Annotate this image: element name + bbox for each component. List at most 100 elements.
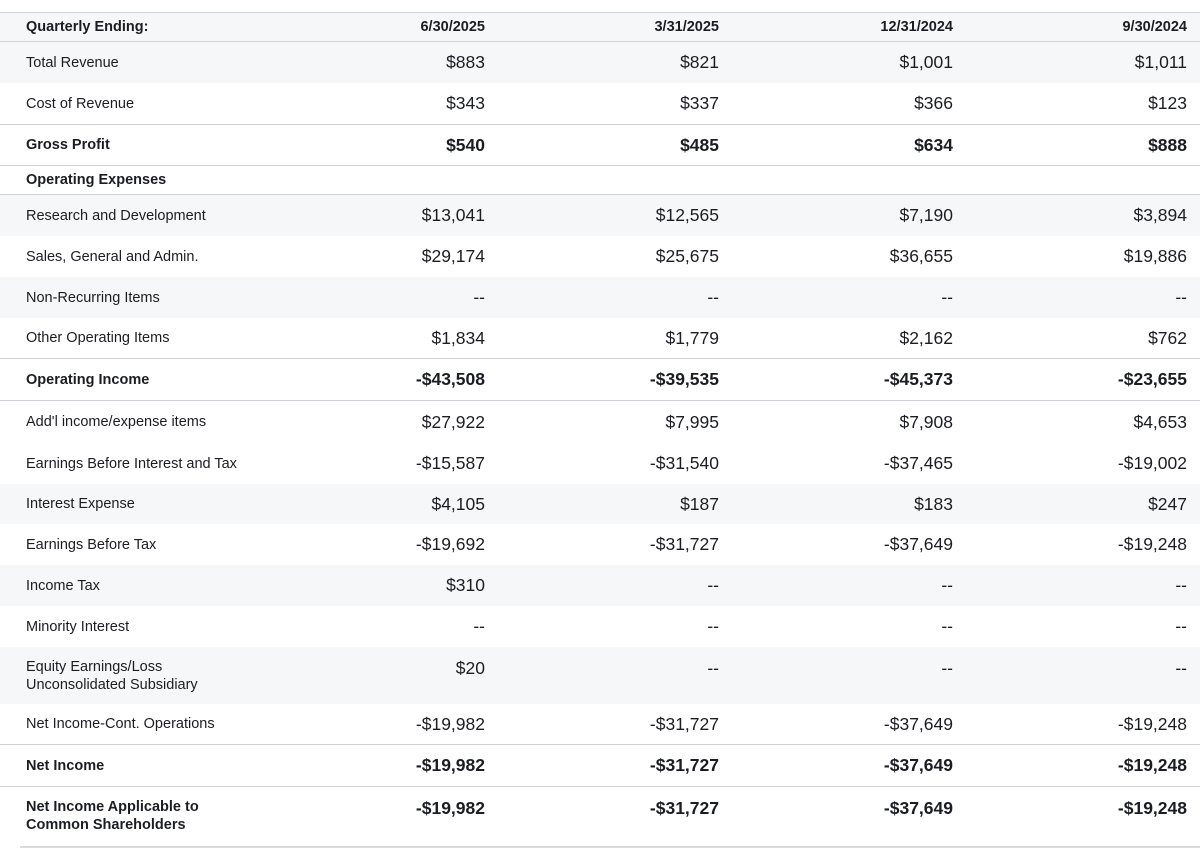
row-value: -- — [1175, 616, 1187, 636]
row-value: -$19,248 — [1117, 798, 1187, 818]
table-row: Earnings Before Tax -$19,692 -$31,727 -$… — [0, 524, 1200, 565]
period-header: 6/30/2025 — [420, 19, 485, 35]
row-label: Other Operating Items — [26, 330, 170, 346]
row-value: $20 — [455, 658, 485, 678]
row-label: Net Income Applicable to Common Sharehol… — [26, 799, 199, 833]
row-value: -$31,540 — [649, 453, 719, 473]
table-row: Other Operating Items $1,834 $1,779 $2,1… — [0, 318, 1200, 359]
row-value: -$45,373 — [883, 369, 953, 389]
row-value: -$37,465 — [883, 453, 953, 473]
row-label: Earnings Before Tax — [26, 536, 157, 553]
row-value: $27,922 — [421, 411, 485, 432]
row-label: Interest Expense — [26, 496, 135, 512]
row-value: $7,190 — [899, 205, 953, 225]
table-row: Equity Earnings/Loss Unconsolidated Subs… — [0, 647, 1200, 704]
table-row: Income Tax $310 -- -- -- — [0, 565, 1200, 606]
row-label: Income Tax — [26, 577, 100, 594]
section-header-row: Operating Expenses — [0, 166, 1200, 195]
row-value: -$39,535 — [649, 369, 719, 389]
row-value: $123 — [1148, 93, 1187, 113]
row-value: -- — [1175, 287, 1187, 307]
table-row: Net Income -$19,982 -$31,727 -$37,649 -$… — [0, 745, 1200, 787]
row-value: -$43,508 — [415, 369, 485, 389]
table-bottom-divider — [20, 846, 1200, 848]
row-label: Equity Earnings/Loss Unconsolidated Subs… — [26, 659, 198, 693]
row-value: $343 — [446, 93, 485, 113]
row-label: Total Revenue — [26, 54, 119, 71]
row-value: $25,675 — [655, 246, 719, 266]
row-value: $7,995 — [665, 411, 719, 432]
table-row: Minority Interest -- -- -- -- — [0, 606, 1200, 647]
row-label: Cost of Revenue — [26, 95, 135, 112]
row-value: -$19,982 — [415, 798, 485, 818]
row-value: -$19,248 — [1117, 755, 1187, 775]
row-value: $29,174 — [421, 246, 485, 266]
row-value: -- — [473, 616, 485, 636]
row-value: -- — [473, 287, 485, 307]
row-value: -$23,655 — [1117, 369, 1187, 389]
row-value: -$19,248 — [1117, 713, 1187, 734]
row-value: -- — [707, 616, 719, 636]
row-value: $12,565 — [655, 205, 719, 225]
row-value: $36,655 — [889, 246, 953, 266]
row-value: $2,162 — [899, 327, 953, 348]
row-value: $821 — [680, 52, 719, 72]
row-value: -- — [941, 658, 953, 678]
row-label: Non-Recurring Items — [26, 289, 160, 306]
table-row: Gross Profit $540 $485 $634 $888 — [0, 125, 1200, 166]
row-label: Research and Development — [26, 207, 206, 224]
row-value: -$31,727 — [649, 534, 719, 554]
row-value: $762 — [1148, 327, 1187, 348]
row-value: $1,011 — [1134, 52, 1187, 72]
table-row: Research and Development $13,041 $12,565… — [0, 195, 1200, 236]
row-value: -$37,649 — [883, 534, 953, 554]
row-value: -$37,649 — [883, 713, 953, 734]
row-value: $7,908 — [899, 411, 953, 432]
section-label: Operating Expenses — [26, 172, 167, 188]
row-value: -- — [707, 658, 719, 678]
period-header: 12/31/2024 — [880, 19, 953, 35]
row-value: $540 — [446, 134, 485, 155]
header-row: Quarterly Ending: 6/30/2025 3/31/2025 12… — [0, 12, 1200, 42]
row-value: -- — [941, 287, 953, 307]
row-value: $888 — [1148, 134, 1187, 155]
row-value: -$19,982 — [415, 713, 485, 734]
table-row: Net Income-Cont. Operations -$19,982 -$3… — [0, 704, 1200, 745]
row-value: $13,041 — [421, 205, 485, 225]
period-header: 3/31/2025 — [654, 19, 719, 35]
row-label: Earnings Before Interest and Tax — [26, 455, 237, 472]
table-row: Operating Income -$43,508 -$39,535 -$45,… — [0, 359, 1200, 401]
row-value: -$19,248 — [1117, 534, 1187, 554]
row-value: $4,653 — [1133, 411, 1187, 432]
row-value: $337 — [680, 93, 719, 113]
row-value: -- — [707, 575, 719, 595]
period-header: 9/30/2024 — [1122, 19, 1187, 35]
row-value: -- — [1175, 575, 1187, 595]
row-value: -$31,727 — [649, 798, 719, 818]
row-value: $485 — [680, 134, 719, 155]
row-value: -$19,692 — [415, 534, 485, 554]
row-value: $366 — [914, 93, 953, 113]
table-row: Net Income Applicable to Common Sharehol… — [0, 787, 1200, 843]
table-row: Non-Recurring Items -- -- -- -- — [0, 277, 1200, 318]
row-label: Net Income-Cont. Operations — [26, 716, 215, 732]
row-label: Sales, General and Admin. — [26, 248, 199, 265]
row-value: -- — [941, 616, 953, 636]
row-value: $1,001 — [899, 52, 953, 72]
row-value: -$19,002 — [1117, 453, 1187, 473]
table-row: Earnings Before Interest and Tax -$15,58… — [0, 443, 1200, 484]
row-value: $247 — [1148, 493, 1187, 514]
table-row: Sales, General and Admin. $29,174 $25,67… — [0, 236, 1200, 277]
row-value: -- — [1175, 658, 1187, 678]
table-row: Interest Expense $4,105 $187 $183 $247 — [0, 484, 1200, 524]
row-value: -- — [941, 575, 953, 595]
table-row: Cost of Revenue $343 $337 $366 $123 — [0, 83, 1200, 125]
row-value: $634 — [914, 134, 953, 155]
row-value: -- — [707, 287, 719, 307]
row-value: -$31,727 — [649, 713, 719, 734]
row-label: Gross Profit — [26, 137, 110, 153]
row-value: -$37,649 — [883, 798, 953, 818]
row-value: $187 — [680, 493, 719, 514]
row-value: -$31,727 — [649, 755, 719, 775]
row-value: -$37,649 — [883, 755, 953, 775]
